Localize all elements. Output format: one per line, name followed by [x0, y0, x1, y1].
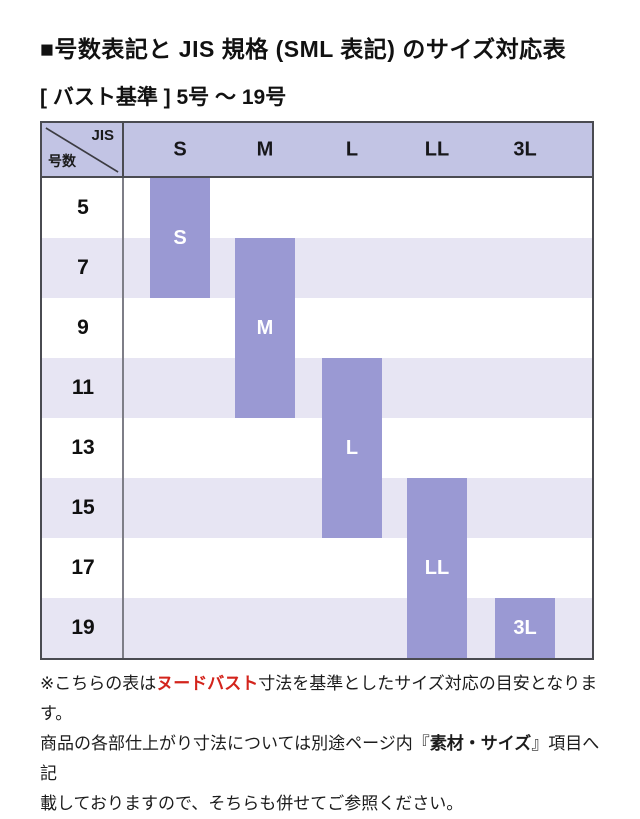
- row-label-13: 13: [71, 436, 95, 459]
- note-highlight-nude-bust: ヌードバスト: [156, 674, 259, 693]
- row-label-7: 7: [77, 256, 89, 279]
- table-row: 17: [42, 538, 592, 598]
- table-row: 11: [42, 358, 592, 418]
- corner-cell: JIS 号数: [42, 123, 124, 176]
- column-header-s: S: [173, 138, 187, 160]
- note-line1-prefix: ※こちらの表は: [40, 674, 157, 693]
- page-subtitle: [ バスト基準 ] 5号 〜 19号: [40, 86, 287, 109]
- page-title: ■号数表記と JIS 規格 (SML 表記) のサイズ対応表: [40, 36, 567, 62]
- corner-label-gosu: 号数: [48, 153, 76, 169]
- table-body: 5 7 9 11 13 15 17 19 S M L LL 3L: [42, 178, 592, 658]
- table-row: 15: [42, 478, 592, 538]
- column-header-ll: LL: [424, 138, 450, 160]
- note-line1-suffix: 寸法を基準としたサイズ対応の目安となります。: [40, 674, 598, 723]
- row-label-9: 9: [77, 316, 89, 339]
- row-label-15: 15: [71, 496, 95, 519]
- table-row: 5: [42, 178, 592, 238]
- size-bar-s: S: [150, 178, 210, 298]
- row-label-5: 5: [77, 196, 89, 219]
- note-line3: 載しておりますので、そちらも併せてご参照ください。: [40, 794, 464, 813]
- note-bold-material-size: 素材・サイズ: [429, 734, 532, 753]
- table-header-row: JIS 号数 S M L LL 3L: [42, 123, 592, 178]
- size-bar-l: L: [322, 358, 382, 538]
- table-row: 13: [42, 418, 592, 478]
- table-row: 7: [42, 238, 592, 298]
- row-label-17: 17: [71, 556, 95, 579]
- corner-label-jis: JIS: [91, 127, 114, 144]
- note-line2-prefix: 商品の各部仕上がり寸法については別途ページ内『: [40, 734, 430, 753]
- table-row: 9: [42, 298, 592, 358]
- column-headers: S M L LL 3L: [124, 123, 592, 176]
- row-label-19: 19: [71, 616, 95, 639]
- size-bar-3l: 3L: [495, 598, 555, 658]
- row-label-11: 11: [71, 376, 95, 399]
- column-header-3l: 3L: [513, 138, 537, 160]
- size-bar-ll: LL: [407, 478, 467, 658]
- size-range-bars: S M L LL 3L: [124, 178, 592, 658]
- diagonal-divider-line: [45, 127, 119, 173]
- size-bar-m: M: [235, 238, 295, 418]
- label-column-divider: [122, 178, 124, 658]
- column-header-l: L: [345, 138, 359, 160]
- size-correspondence-table: JIS 号数 S M L LL 3L 5 7 9 11 13 15 17 19 …: [40, 121, 594, 660]
- note-text: ※こちらの表はヌードバスト寸法を基準としたサイズ対応の目安となります。 商品の各…: [40, 669, 612, 819]
- column-header-m: M: [256, 138, 274, 160]
